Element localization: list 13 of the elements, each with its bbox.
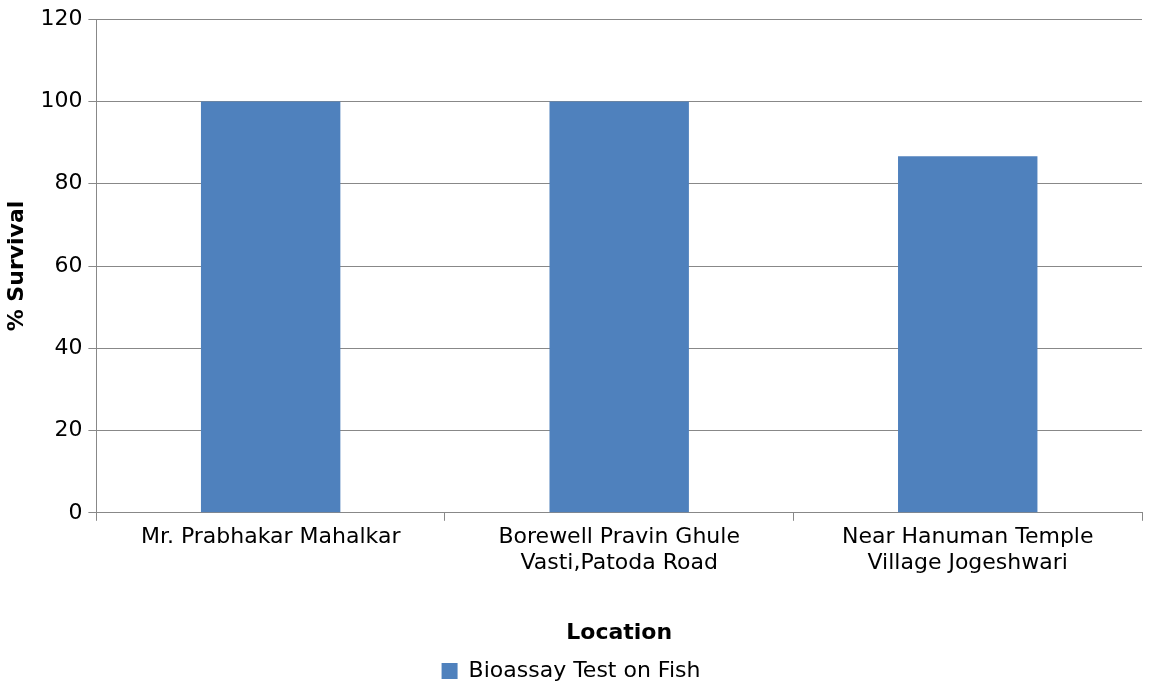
x-tick-label: Near Hanuman Temple Village Jogeshwari <box>841 522 1094 575</box>
y-tick-label: 0 <box>68 498 83 524</box>
y-tick-label: 120 <box>40 4 83 30</box>
x-tick-label: Borewell Pravin Ghule Vasti,Patoda Road <box>498 522 740 575</box>
legend-label: Bioassay Test on Fish <box>468 656 701 682</box>
y-tick-label: 80 <box>54 169 83 195</box>
y-tick-label: 40 <box>54 333 83 359</box>
y-tick-label: 20 <box>54 416 83 442</box>
x-tick-label: Mr. Prabhakar Mahalkar <box>140 522 402 548</box>
x-axis-title: Location <box>566 618 673 644</box>
y-tick-label: 100 <box>40 87 83 113</box>
y-tick-label: 60 <box>54 251 83 277</box>
y-axis-title: % Survival <box>2 200 28 332</box>
